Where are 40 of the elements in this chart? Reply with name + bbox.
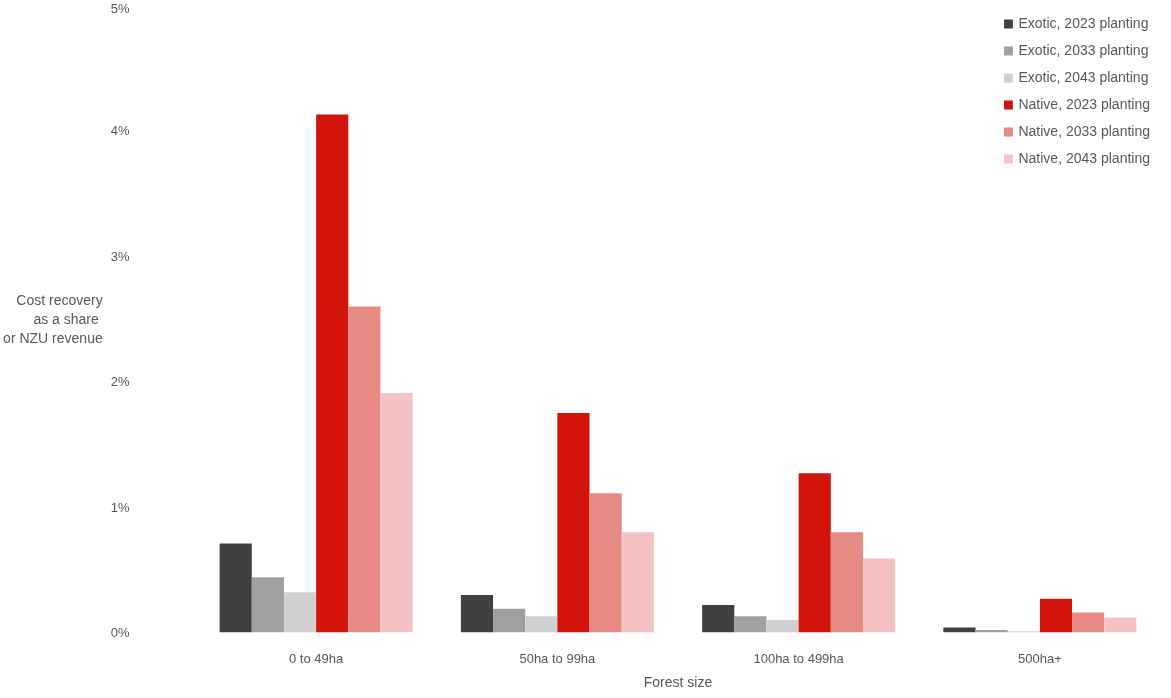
bar (1072, 612, 1105, 633)
legend-label: Exotic, 2033 planting (1018, 42, 1149, 58)
bar (219, 543, 252, 633)
bar (943, 627, 976, 633)
bar (621, 532, 654, 633)
bar (525, 616, 558, 633)
x-tick-label: 500ha+ (1018, 650, 1062, 666)
bar (557, 413, 590, 633)
bar (862, 558, 896, 633)
x-tick-label: 0 to 49ha (289, 650, 344, 666)
y-tick-label: 0% (110, 625, 130, 640)
legend-label: Exotic, 2023 planting (1018, 15, 1149, 31)
bar (1104, 617, 1137, 633)
y-tick-label: 1% (110, 499, 130, 515)
bar (1039, 598, 1073, 633)
bar (766, 619, 799, 633)
legend-label: Native, 2023 planting (1018, 96, 1150, 112)
legend-label: Native, 2043 planting (1018, 150, 1150, 166)
x-tick-label: 50ha to 99ha (519, 650, 597, 666)
bar (798, 473, 831, 633)
bar (493, 608, 526, 633)
x-axis-title: Forest size (643, 673, 713, 690)
legend-label: Exotic, 2043 planting (1018, 69, 1149, 85)
y-axis-title: Cost recovery as a share or NZU revenue (3, 291, 103, 347)
bar (380, 392, 413, 633)
legend-label: Native, 2033 planting (1018, 123, 1150, 139)
y-tick-label: 2% (110, 374, 130, 390)
y-tick-label: 3% (110, 248, 130, 264)
x-tick-label: 100ha to 499ha (753, 650, 845, 666)
bar (830, 532, 863, 633)
bar (283, 592, 317, 633)
bar (734, 616, 767, 633)
y-tick-label: 5% (110, 0, 130, 16)
bar (702, 604, 735, 633)
y-tick-label: 4% (110, 123, 130, 139)
bar (589, 493, 622, 633)
bar (316, 114, 349, 633)
bar (460, 594, 494, 633)
bar (251, 577, 284, 633)
bar (348, 306, 381, 633)
